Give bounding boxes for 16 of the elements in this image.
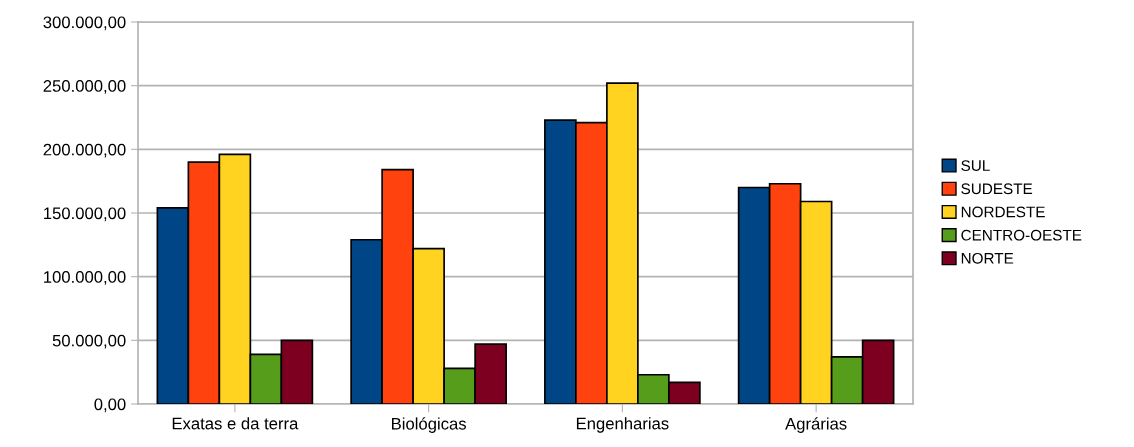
x-tick-label: Engenharias	[576, 417, 669, 433]
legend-label: NORTE	[961, 252, 1014, 264]
y-tick-label: 150.000,00	[44, 207, 126, 222]
y-tick-label: 0,00	[94, 398, 126, 413]
legend-label: CENTRO-OESTE	[961, 229, 1082, 241]
legend-label: NORDESTE	[961, 206, 1045, 218]
x-tick-label: Exatas e da terra	[172, 417, 299, 430]
x-tick-label: Agrárias	[785, 417, 847, 433]
legend-label: SUDESTE	[961, 183, 1033, 195]
x-tick-label: Biológicas	[392, 417, 467, 433]
legend-label: SUL	[961, 160, 990, 171]
y-tick-label: 100.000,00	[44, 271, 126, 285]
y-tick-label: 50.000,00	[52, 334, 126, 349]
y-tick-label: 250.000,00	[43, 80, 126, 94]
y-tick-label: 300.000,00	[43, 16, 126, 31]
y-tick-label: 200.000,00	[43, 143, 126, 158]
